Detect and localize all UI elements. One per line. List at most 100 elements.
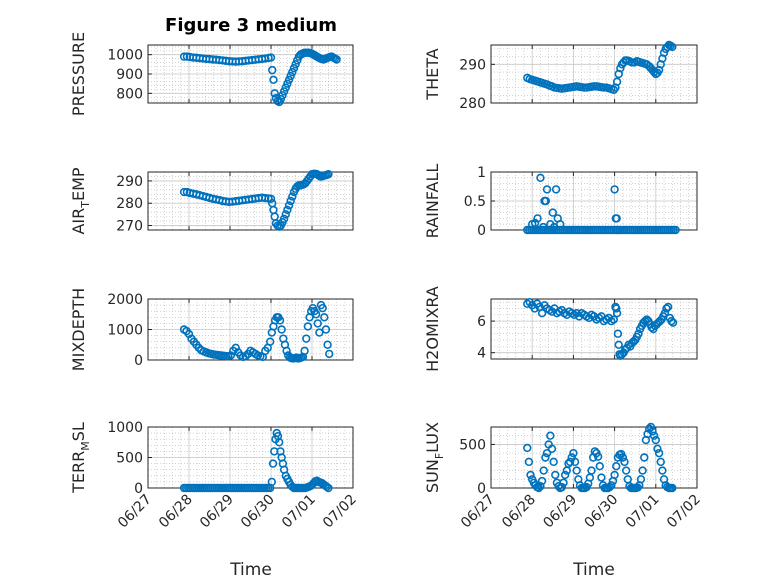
data-point [536, 173, 545, 183]
y-tick-label: 6 [477, 314, 486, 330]
y-tick-label: 2000 [107, 292, 143, 308]
data-point [667, 316, 676, 326]
data-point [551, 185, 561, 194]
data-point [546, 431, 555, 440]
y-tick-label: 900 [116, 67, 143, 83]
x-axis-label-right: Time [572, 560, 615, 580]
data-point [658, 466, 667, 475]
data-point [651, 435, 660, 445]
data-point [549, 457, 558, 467]
data-point [300, 346, 309, 356]
data-point [542, 448, 552, 458]
data-point [541, 196, 550, 206]
data-point [534, 483, 543, 493]
y-tick-label: 290 [116, 174, 143, 190]
data-point [646, 422, 656, 432]
data-point [241, 352, 250, 361]
axes-box [490, 44, 698, 104]
data-point [618, 453, 628, 462]
data-point [277, 325, 286, 334]
data-point [668, 483, 677, 493]
data-point [282, 346, 291, 356]
data-point [321, 325, 331, 334]
data-point [557, 482, 567, 492]
data-point [536, 482, 545, 491]
data-point [286, 196, 295, 206]
data-point [569, 448, 578, 458]
y-tick-label: 500 [459, 437, 486, 453]
data-point [279, 214, 289, 224]
data-point [610, 185, 619, 194]
data-point [587, 466, 596, 475]
data-point [303, 322, 313, 331]
data-point [662, 304, 671, 313]
data-point [283, 79, 292, 88]
data-point [284, 201, 294, 210]
data-point [613, 225, 622, 235]
data-point [668, 42, 677, 52]
y-tick-label: 280 [116, 196, 143, 212]
data-point [620, 457, 629, 467]
y-axis-label: MIXDEPTH [69, 288, 88, 371]
data-point [634, 329, 643, 338]
data-point [526, 470, 535, 480]
y-tick-label: 1000 [107, 48, 143, 64]
data-point [668, 318, 678, 327]
data-point [542, 185, 552, 194]
data-point [560, 470, 570, 480]
data-point [671, 225, 680, 235]
data-point [638, 466, 647, 475]
data-point [648, 427, 657, 436]
data-point [283, 205, 292, 215]
data-point [612, 77, 622, 86]
data-point [266, 194, 276, 203]
y-axis-label: SUNFLUX [423, 422, 446, 493]
data-point [547, 444, 557, 453]
data-point [278, 91, 287, 100]
data-point [179, 187, 189, 197]
data-point [311, 310, 321, 319]
data-point [572, 466, 581, 475]
subplot-6: 4 6 H2OMIXRA [423, 286, 698, 372]
data-point [284, 75, 294, 85]
y-tick-label: 0 [134, 353, 143, 369]
subplot-3: 270 280 290 AIRTEMP [69, 167, 354, 235]
y-tick-label: 1 [477, 165, 486, 181]
data-point [541, 453, 550, 462]
data-point [533, 214, 542, 223]
data-point [288, 67, 297, 77]
data-point [610, 470, 619, 480]
data-point [261, 193, 270, 203]
y-tick-label: 4 [477, 346, 486, 362]
data-point [524, 457, 534, 467]
y-axis-label: THETA [423, 48, 442, 100]
data-point [654, 448, 664, 458]
data-point [267, 477, 277, 487]
data-point [597, 473, 606, 482]
data-point [281, 210, 290, 219]
data-point [556, 220, 565, 229]
y-axis-label: PRESSURE [69, 32, 88, 116]
y-tick-label: 290 [459, 57, 486, 73]
data-point [570, 457, 580, 467]
data-point [302, 334, 311, 343]
y-axis-label: AIRTEMP [69, 167, 92, 234]
data-point [612, 462, 621, 471]
data-point [621, 466, 631, 475]
axes-box [490, 426, 698, 489]
data-point [179, 52, 189, 61]
data-point [261, 54, 270, 63]
data-point [656, 457, 665, 467]
data-point [268, 459, 278, 468]
data-point [612, 309, 622, 318]
data-point [595, 462, 604, 471]
data-point [537, 476, 547, 486]
data-point [614, 340, 623, 349]
data-point [288, 192, 297, 201]
data-point [279, 87, 289, 96]
y-axis-label: H2OMIXRA [423, 286, 442, 372]
data-point [653, 444, 662, 453]
y-tick-label: 500 [116, 451, 143, 467]
data-point [323, 340, 332, 349]
